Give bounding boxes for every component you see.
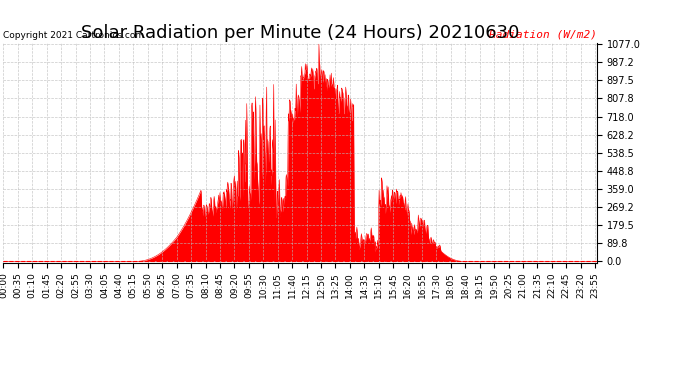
Text: Copyright 2021 Cartronics.com: Copyright 2021 Cartronics.com <box>3 31 145 40</box>
Text: Radiation (W/m2): Radiation (W/m2) <box>489 30 597 40</box>
Title: Solar Radiation per Minute (24 Hours) 20210630: Solar Radiation per Minute (24 Hours) 20… <box>81 24 520 42</box>
